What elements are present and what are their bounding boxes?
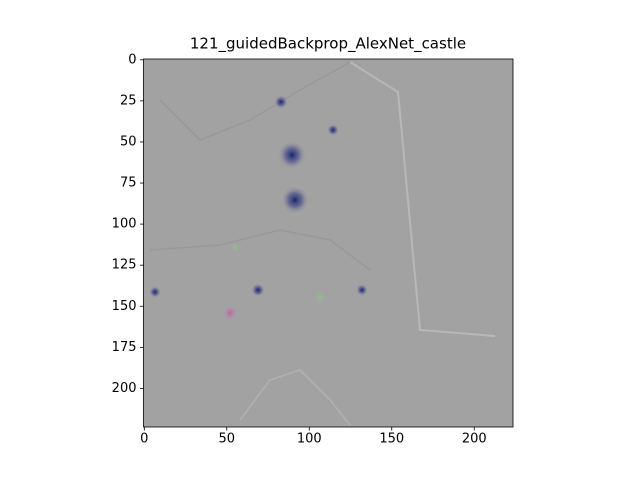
image-blob	[356, 284, 368, 296]
image-blob	[281, 186, 309, 214]
y-tick-label: 100	[112, 217, 137, 232]
y-tick-label: 175	[112, 340, 137, 355]
x-tick-label: 50	[219, 432, 236, 447]
image-background	[143, 59, 513, 427]
y-tick-label: 125	[112, 258, 137, 273]
y-tick-label: 75	[120, 176, 137, 191]
y-tick-label: 25	[120, 93, 137, 108]
axes-frame	[143, 58, 514, 428]
image-blob	[327, 124, 339, 136]
image-blob	[229, 241, 241, 253]
y-tick-label: 200	[112, 381, 137, 396]
x-tick-label: 150	[379, 432, 404, 447]
x-tick-label: 200	[462, 432, 487, 447]
image-edge	[239, 369, 351, 426]
image-edge	[349, 61, 496, 337]
y-tick-label: 0	[128, 52, 136, 67]
image-blob	[278, 141, 306, 169]
image-blob	[222, 305, 238, 321]
image-blob	[274, 95, 288, 109]
image-edge	[149, 229, 371, 271]
image-blob	[313, 291, 327, 305]
image-blob	[251, 283, 265, 297]
image-blob	[149, 286, 161, 298]
chart-title: 121_guidedBackprop_AlexNet_castle	[190, 35, 466, 54]
y-tick-label: 50	[120, 134, 137, 149]
x-tick-label: 0	[140, 432, 148, 447]
x-tick-label: 100	[297, 432, 322, 447]
y-tick-label: 150	[112, 299, 137, 314]
image	[143, 59, 513, 427]
image-edge	[159, 61, 351, 141]
